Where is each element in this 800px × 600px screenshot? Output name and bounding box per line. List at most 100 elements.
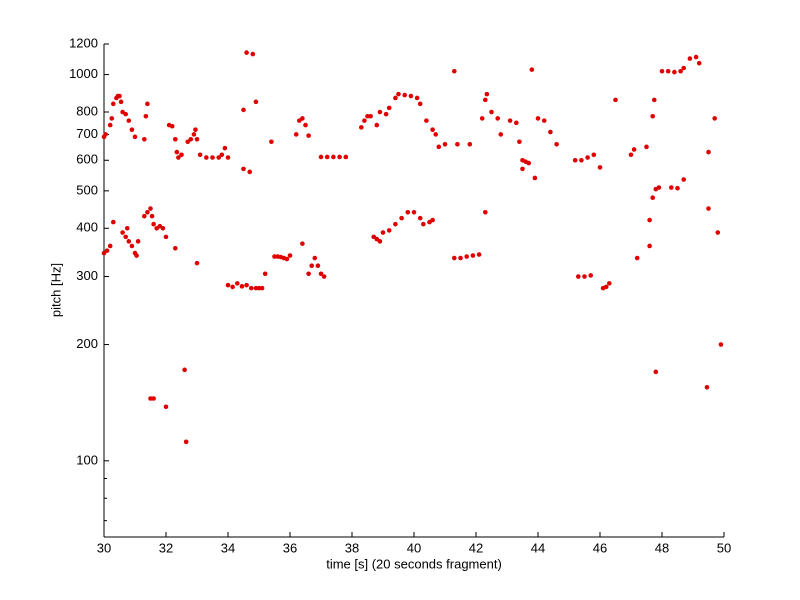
point (647, 243, 652, 249)
point (421, 221, 426, 227)
point (669, 185, 674, 190)
point (244, 50, 249, 55)
y-tick-label: 700 (76, 126, 98, 141)
point (380, 230, 386, 235)
point (109, 116, 115, 121)
point (123, 234, 128, 240)
x-tick-label: 40 (407, 540, 421, 555)
point (541, 118, 547, 123)
point (219, 152, 225, 158)
point (430, 217, 435, 223)
x-tick-label: 30 (97, 540, 111, 555)
point (129, 243, 135, 249)
point (216, 155, 221, 160)
x-tick-label: 48 (655, 540, 669, 555)
point (393, 221, 398, 227)
point (126, 239, 132, 244)
point (718, 342, 724, 347)
point (399, 215, 404, 221)
point (300, 241, 305, 246)
point (262, 271, 268, 277)
point (712, 116, 717, 121)
point (293, 132, 299, 137)
point (111, 101, 116, 107)
point (151, 221, 156, 227)
point (383, 111, 389, 117)
point (597, 165, 603, 170)
point (230, 284, 235, 290)
point (582, 274, 587, 279)
point (142, 213, 147, 219)
y-tick-label: 1200 (69, 35, 98, 50)
point (123, 111, 128, 117)
point (173, 136, 178, 142)
point (483, 97, 488, 103)
point (495, 116, 501, 121)
point (532, 175, 538, 181)
point (191, 132, 197, 137)
point (284, 256, 290, 262)
x-tick-label: 36 (283, 540, 297, 555)
point (452, 255, 457, 261)
point (374, 122, 380, 128)
point (484, 91, 490, 97)
point (303, 122, 308, 128)
point (576, 274, 581, 279)
point (424, 118, 429, 123)
point (331, 154, 336, 160)
point (535, 116, 541, 121)
point (241, 166, 246, 172)
point (312, 255, 318, 261)
point (665, 68, 671, 74)
point (142, 136, 147, 142)
point (417, 101, 423, 107)
point (269, 139, 274, 145)
point (548, 129, 553, 135)
point (194, 260, 200, 266)
y-axis-label: pitch [Hz] (48, 263, 63, 317)
point (470, 253, 476, 258)
point (483, 209, 488, 215)
point (194, 136, 200, 142)
point (681, 177, 686, 182)
point (489, 109, 494, 115)
point (572, 157, 578, 163)
point (250, 51, 256, 57)
point (442, 141, 448, 147)
point (634, 255, 640, 261)
point (479, 116, 485, 121)
point (117, 93, 122, 99)
y-tick-label: 200 (76, 336, 98, 351)
point (343, 154, 349, 160)
point (408, 93, 414, 99)
x-tick-label: 32 (159, 540, 173, 555)
point (193, 127, 198, 132)
point (675, 185, 680, 191)
point (377, 109, 383, 115)
point (183, 439, 189, 445)
point (204, 155, 209, 160)
point (659, 68, 665, 74)
point (405, 209, 411, 215)
point (145, 209, 150, 215)
point (359, 125, 364, 130)
y-tick-label: 1000 (69, 66, 98, 81)
point (631, 147, 637, 152)
point (300, 116, 305, 121)
point (455, 141, 460, 147)
point (715, 230, 721, 235)
point (656, 185, 662, 190)
point (402, 92, 408, 98)
point (613, 97, 618, 103)
point (414, 95, 420, 101)
point (607, 281, 612, 286)
x-tick-label: 50 (717, 540, 731, 555)
point (124, 225, 130, 231)
point (653, 369, 659, 375)
x-tick-label: 46 (593, 540, 607, 555)
point (436, 144, 442, 150)
point (337, 154, 342, 160)
point (396, 91, 401, 97)
point (163, 234, 169, 240)
point (145, 101, 150, 107)
